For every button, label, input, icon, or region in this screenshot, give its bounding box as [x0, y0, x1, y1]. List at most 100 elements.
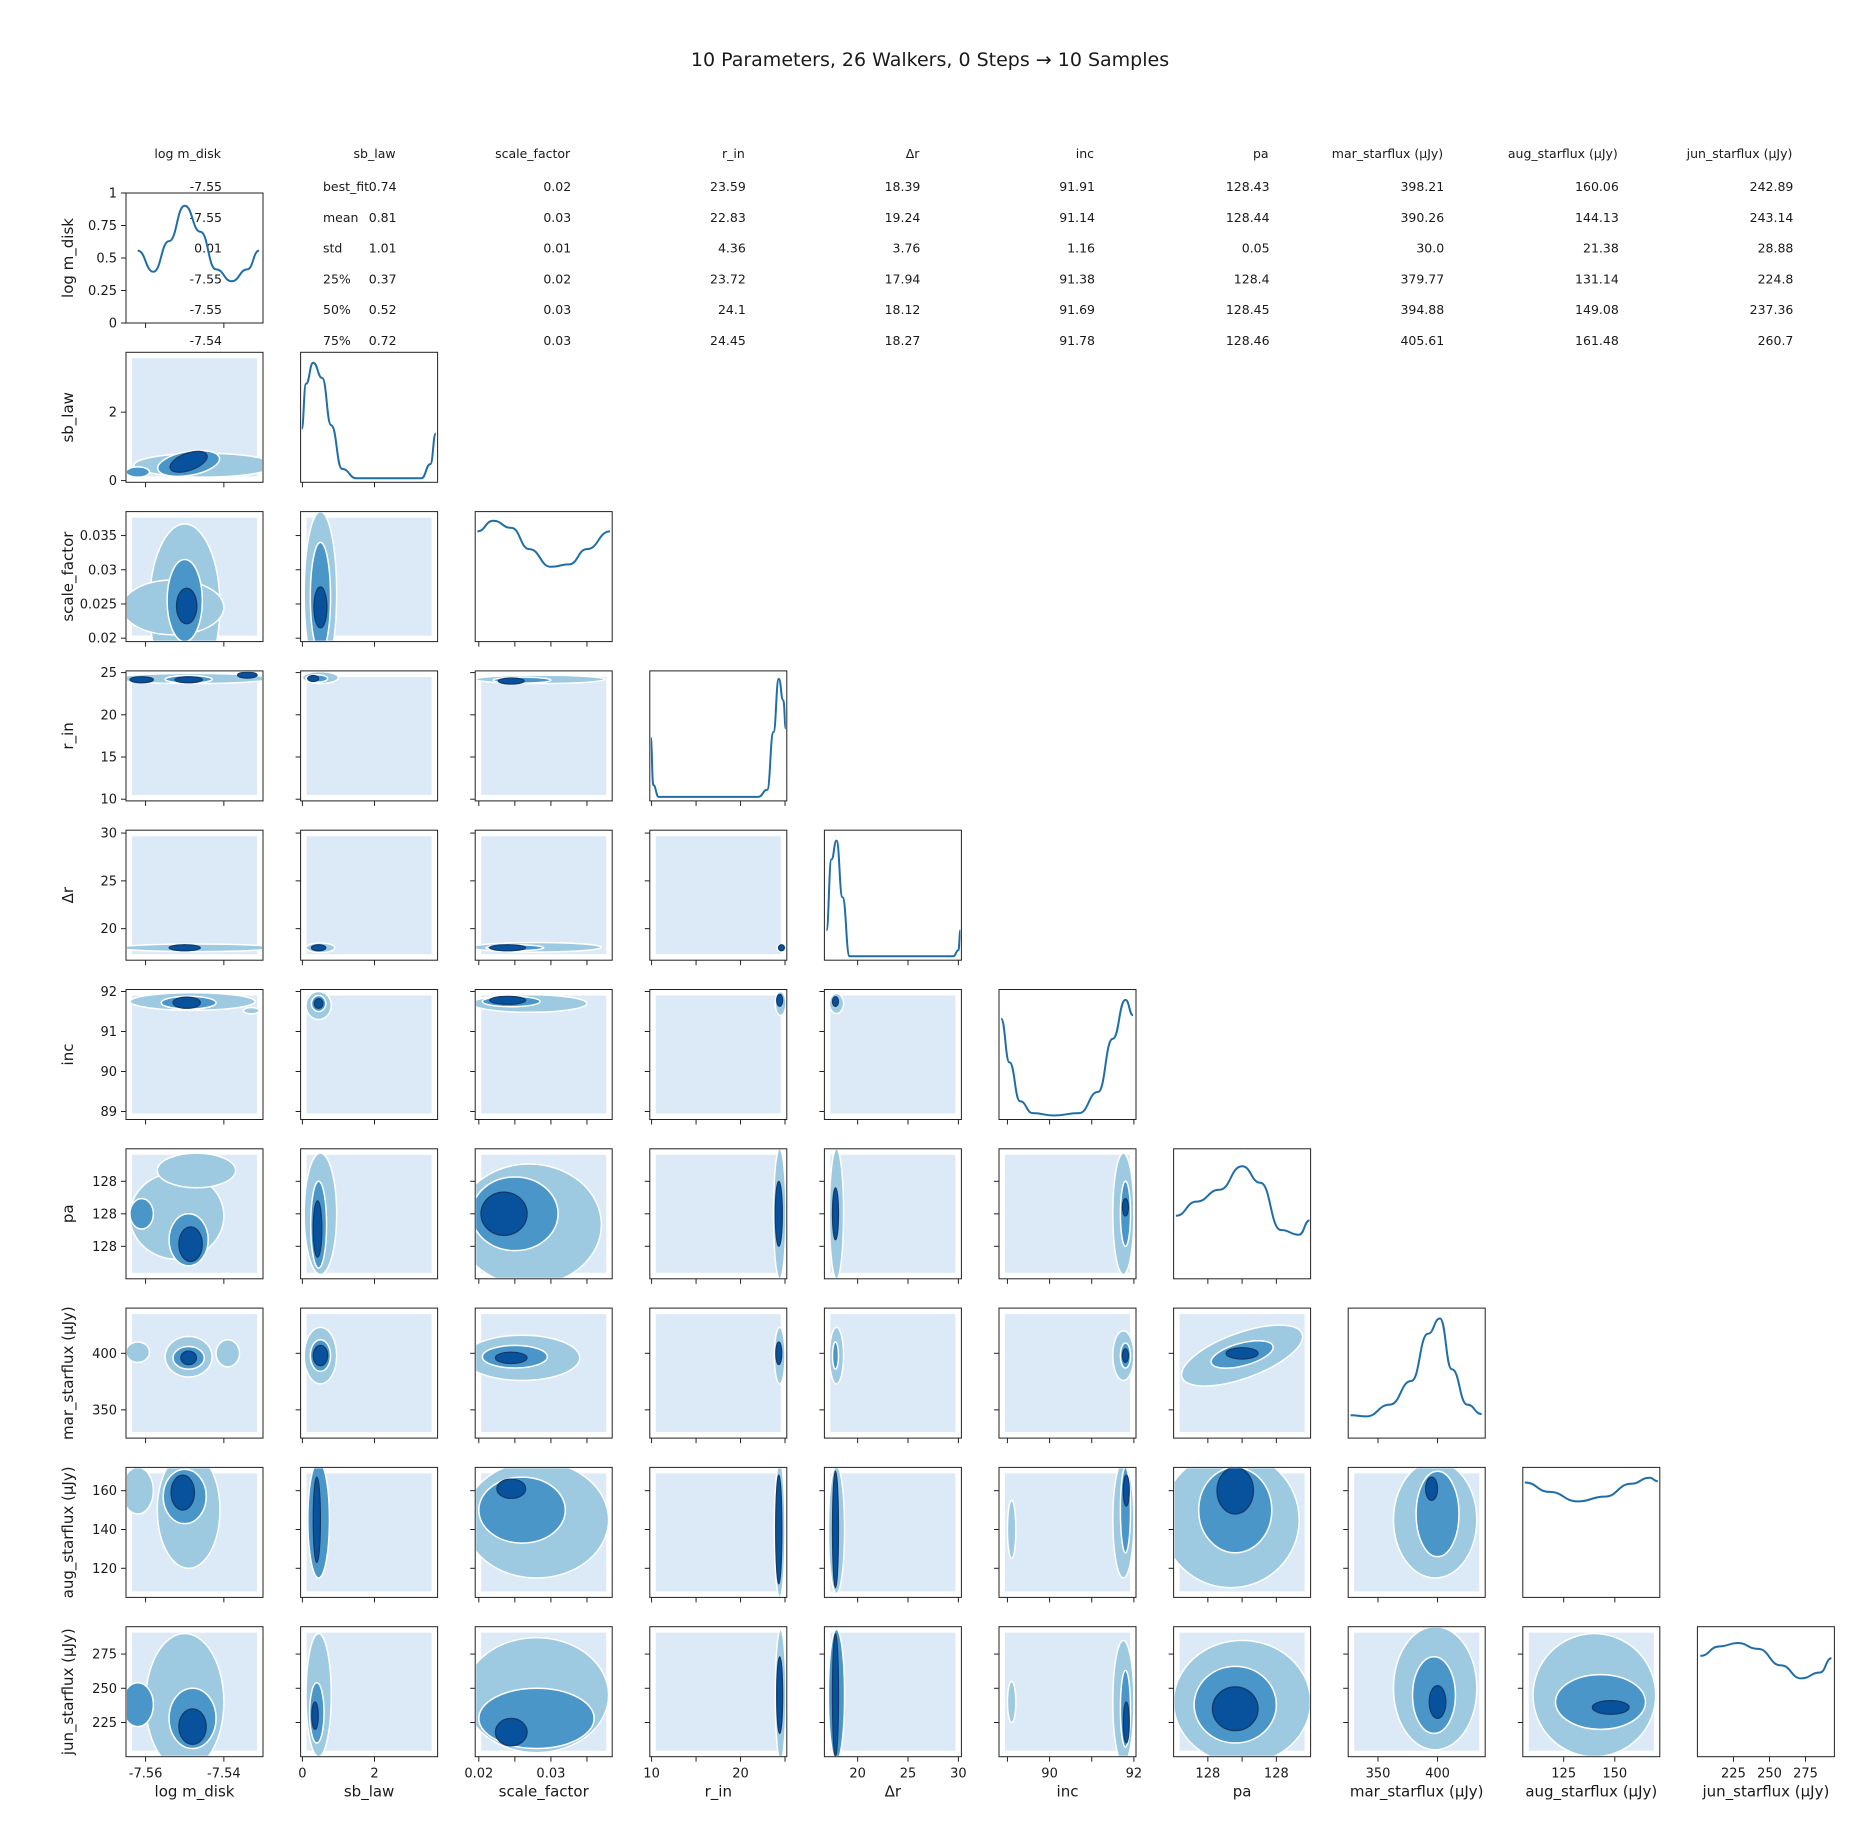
diag-panel-delta-r: [823, 829, 962, 966]
x-axis-label-aug-starflux: aug_starflux (μJy): [1525, 1783, 1657, 1802]
table-cell: -7.54: [190, 333, 222, 348]
table-row-label: 75%: [323, 333, 351, 348]
y-tick-label: 160: [92, 1484, 117, 1499]
y-tick-label: 140: [92, 1523, 117, 1538]
diag-panel-jun-starflux: 225 250 275: [1696, 1626, 1835, 1782]
panel-frame: [649, 829, 788, 961]
y-tick-label: 400: [92, 1347, 117, 1362]
y-tick-label: 225: [92, 1716, 117, 1731]
contour-level-0: [830, 1473, 956, 1592]
panel-pa-vs-jun-starflux: 128 128: [1168, 1626, 1312, 1782]
contour-level-3: [169, 450, 208, 473]
panel-log-m-disk-vs-r-in: 10 15 20 25: [100, 666, 264, 808]
panel-frame: [649, 1466, 788, 1598]
x-tick-label: 25: [900, 1767, 917, 1782]
contour-level-3: [489, 995, 527, 1005]
y-axis-label-mar-starflux: mar_starflux (μJy): [59, 1306, 78, 1440]
contour-level-2: [478, 1687, 595, 1750]
panel-r-in-vs-delta-r: [644, 829, 788, 966]
x-tick-label: 0.03: [536, 1767, 565, 1782]
contour-level-3: [1428, 1684, 1447, 1719]
contour-level-0: [655, 1473, 781, 1592]
panels: 00.250.50.751020.020.0250.030.0351015202…: [59, 187, 1835, 1802]
y-tick-label: 2: [109, 406, 117, 421]
panel-log-m-disk-vs-jun-starflux: -7.56 -7.54 225 250 275: [92, 1626, 264, 1782]
panel-frame: [1522, 1466, 1661, 1598]
x-axis-label-r-in: r_in: [705, 1783, 732, 1802]
table-cell: -7.55: [190, 210, 222, 225]
x-tick-label: 92: [1126, 1767, 1143, 1782]
y-tick-label: 89: [100, 1105, 117, 1120]
table-row-label: 50%: [323, 302, 351, 317]
table-cell: 160.06: [1575, 179, 1619, 194]
panel-r-in-vs-aug-starflux: [644, 1466, 788, 1603]
y-tick-label: 20: [100, 708, 117, 723]
marginal-curve-inc: [1000, 998, 1134, 1117]
table-cell: 3.76: [893, 241, 921, 256]
contour-level-3: [312, 1344, 329, 1367]
marginal-curve-pa: [1175, 1165, 1310, 1236]
contour-level-3: [774, 1180, 783, 1247]
panel-frame: [823, 1626, 962, 1758]
contour-level-1: [156, 1152, 237, 1189]
contour-level-3: [180, 1350, 198, 1366]
contour-level-3: [312, 1200, 323, 1258]
panel-frame: [300, 829, 439, 961]
y-tick-label: 0.75: [88, 219, 117, 234]
x-tick-label: 0.02: [464, 1767, 493, 1782]
contour-level-3: [312, 1476, 322, 1564]
y-tick-label: 0.035: [80, 529, 117, 544]
contour-level-3: [497, 677, 525, 685]
y-tick-label: 128: [92, 1175, 117, 1190]
panel-scale-factor-vs-pa: [470, 1148, 613, 1284]
contour-level-3: [311, 1701, 319, 1730]
table-cell: 128.44: [1226, 210, 1270, 225]
table-cell: 1.01: [369, 241, 397, 256]
contour-level-0: [655, 1632, 781, 1751]
contour-level-2: [129, 1197, 155, 1230]
table-cell: 161.48: [1575, 333, 1619, 348]
panel-frame: [474, 829, 613, 961]
x-tick-label: 20: [849, 1767, 866, 1782]
panel-scale-factor-vs-aug-starflux: [470, 1466, 613, 1603]
table-cell: 0.01: [543, 241, 571, 256]
contour-level-3: [831, 1632, 840, 1756]
y-axis-label-delta-r: Δr: [59, 886, 77, 903]
table-cell: 242.89: [1750, 179, 1794, 194]
panel-sb-law-vs-inc: [295, 989, 439, 1125]
diag-panel-sb-law: [300, 351, 439, 488]
y-tick-label: 128: [92, 1240, 117, 1255]
panel-frame: [125, 1466, 264, 1598]
panel-frame: [300, 511, 439, 643]
contour-level-0: [1005, 1154, 1130, 1273]
diag-panel-r-in: [649, 670, 788, 806]
y-tick-label: 0: [109, 317, 117, 332]
panel-frame: [474, 511, 613, 643]
table-cell: 0.72: [369, 333, 397, 348]
panel-frame: [1173, 1148, 1312, 1280]
contour-level-3: [480, 1191, 528, 1237]
table-cell: 0.03: [543, 302, 571, 317]
contour-level-3: [172, 996, 201, 1009]
contour-level-0: [655, 1314, 781, 1433]
y-axis-label-log-m-disk: log m_disk: [59, 218, 78, 298]
y-tick-label: 0.5: [96, 252, 117, 267]
table-cell: 144.13: [1575, 210, 1619, 225]
x-tick-label: 0: [298, 1767, 306, 1782]
panel-frame: [998, 989, 1137, 1120]
contour-level-1: [127, 1468, 155, 1515]
contour-level-3: [178, 1226, 203, 1263]
table-cell: 0.02: [543, 179, 571, 194]
panel-log-m-disk-vs-sb-law: 02: [109, 351, 264, 489]
table-cell: 0.37: [369, 271, 397, 286]
panel-frame: [474, 1466, 613, 1598]
table-cell: 131.14: [1575, 271, 1619, 286]
y-tick-label: 275: [92, 1648, 117, 1663]
table-header-jun-starflux: jun_starflux (μJy): [1686, 146, 1793, 161]
table-cell: 0.03: [543, 333, 571, 348]
y-tick-label: 120: [92, 1562, 117, 1577]
table-cell: 128.43: [1226, 179, 1270, 194]
panel-log-m-disk-vs-pa: 128 128 128: [92, 1148, 264, 1284]
contour-level-3: [313, 586, 328, 629]
